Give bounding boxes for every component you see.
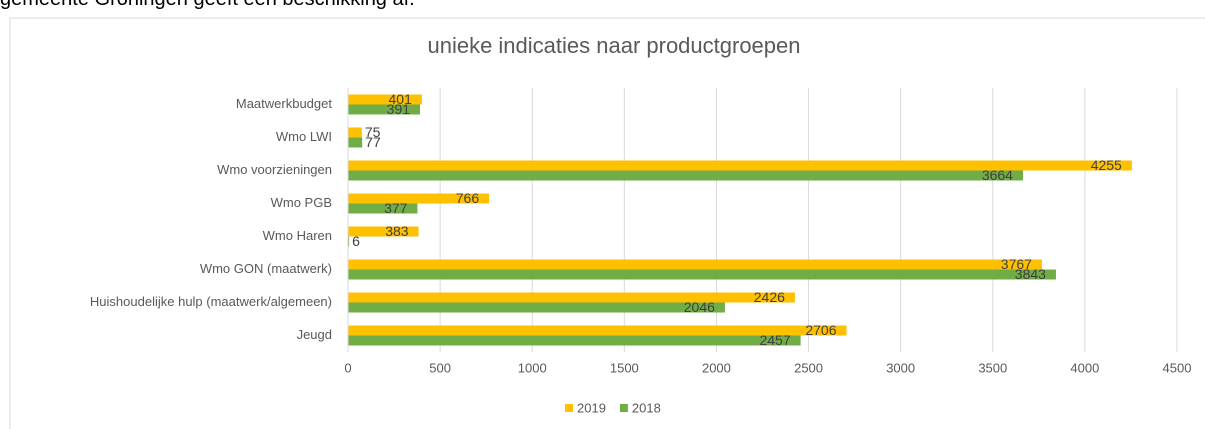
legend-swatch: [619, 404, 628, 412]
bar: [348, 193, 490, 204]
x-tick-label: 4500: [1163, 360, 1192, 375]
value-label: 391: [387, 101, 411, 117]
value-label: 2426: [754, 289, 785, 305]
x-tick-label: 500: [429, 360, 451, 375]
y-tick-label: Wmo voorzieningen: [217, 162, 332, 177]
x-tick-label: 2000: [702, 360, 731, 375]
x-tick-label: 4000: [1070, 360, 1099, 375]
value-label: 77: [365, 134, 381, 150]
bar: [348, 335, 801, 346]
bar: [348, 269, 1056, 280]
value-label: 2457: [759, 332, 790, 348]
bar: [348, 226, 419, 237]
y-tick-label: Huishoudelijke hulp (maatwerk/algemeen): [90, 294, 332, 309]
bar: [348, 137, 363, 148]
value-label: 75: [365, 124, 381, 140]
legend-label: 2018: [632, 400, 661, 415]
y-tick-label: Maatwerkbudget: [236, 96, 332, 111]
y-tick-label: Wmo Haren: [263, 228, 332, 243]
value-label: 401: [389, 91, 413, 107]
x-tick-label: 3500: [978, 360, 1007, 375]
bar: [348, 170, 1023, 181]
x-tick-label: 3000: [886, 360, 915, 375]
legend-swatch: [565, 404, 573, 412]
bar: [348, 127, 362, 138]
bar: [348, 325, 847, 336]
value-label: 3843: [1015, 266, 1046, 282]
value-label: 383: [385, 223, 409, 239]
value-label: 3767: [1001, 256, 1032, 272]
x-tick-label: 2500: [794, 360, 823, 375]
legend-label: 2019: [577, 400, 606, 415]
x-tick-label: 0: [344, 360, 351, 375]
bar: [348, 259, 1042, 270]
bar: [348, 160, 1132, 171]
bar: [348, 292, 795, 303]
bar: [348, 236, 350, 247]
value-label: 377: [384, 200, 408, 216]
bar: [348, 94, 422, 105]
value-label: 2706: [805, 322, 836, 338]
x-tick-label: 1500: [610, 360, 639, 375]
value-label: 766: [456, 190, 480, 206]
chart-border: [9, 17, 1205, 429]
y-tick-label: Wmo PGB: [271, 195, 332, 210]
value-label: 6: [352, 233, 360, 249]
y-tick-label: Wmo GON (maatwerk): [200, 261, 332, 276]
y-tick-label: Wmo LWI: [276, 129, 332, 144]
value-label: 2046: [684, 299, 715, 315]
y-tick-label: Jeugd: [297, 327, 332, 342]
page-text: gemeente Groningen geeft een beschikking…: [0, 0, 415, 11]
bar: [348, 302, 725, 313]
bar: [348, 104, 421, 115]
value-label: 4255: [1091, 157, 1122, 173]
chart-title: unieke indicaties naar productgroepen: [427, 33, 800, 58]
x-tick-label: 1000: [518, 360, 547, 375]
bar: [348, 203, 418, 214]
value-label: 3664: [982, 167, 1013, 183]
